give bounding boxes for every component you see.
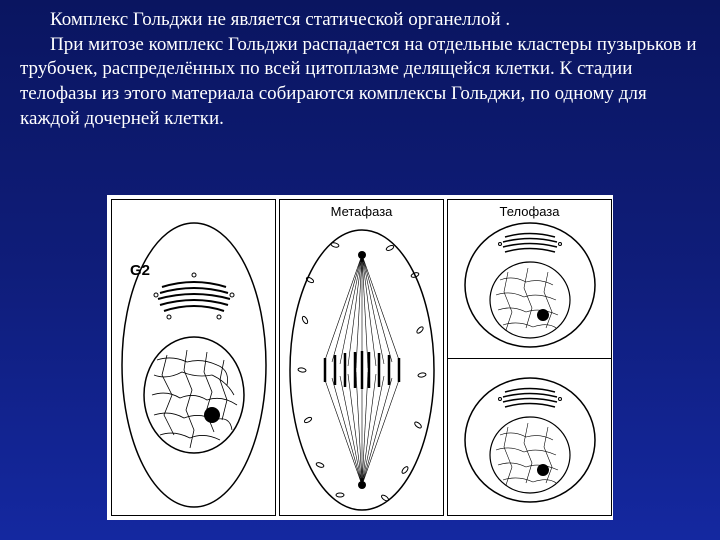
heading-line: Комплекс Гольджи не является статической… <box>20 8 700 33</box>
panel-metaphase: Метафаза <box>279 199 444 516</box>
label-telophase: Телофаза <box>500 204 560 219</box>
slide-text: Комплекс Гольджи не является статической… <box>0 0 720 131</box>
label-g2: G2 <box>130 262 150 279</box>
panel-telophase: Телофаза <box>447 199 612 516</box>
panel-g2: G2 <box>111 199 276 516</box>
g2-cell-svg <box>112 200 275 515</box>
label-metaphase: Метафаза <box>331 204 393 219</box>
diagram-container: G2 <box>107 195 613 520</box>
telophase-divider <box>448 358 611 359</box>
metaphase-cell-svg <box>280 200 443 515</box>
body-paragraph: При митозе комплекс Гольджи распадается … <box>20 33 700 132</box>
